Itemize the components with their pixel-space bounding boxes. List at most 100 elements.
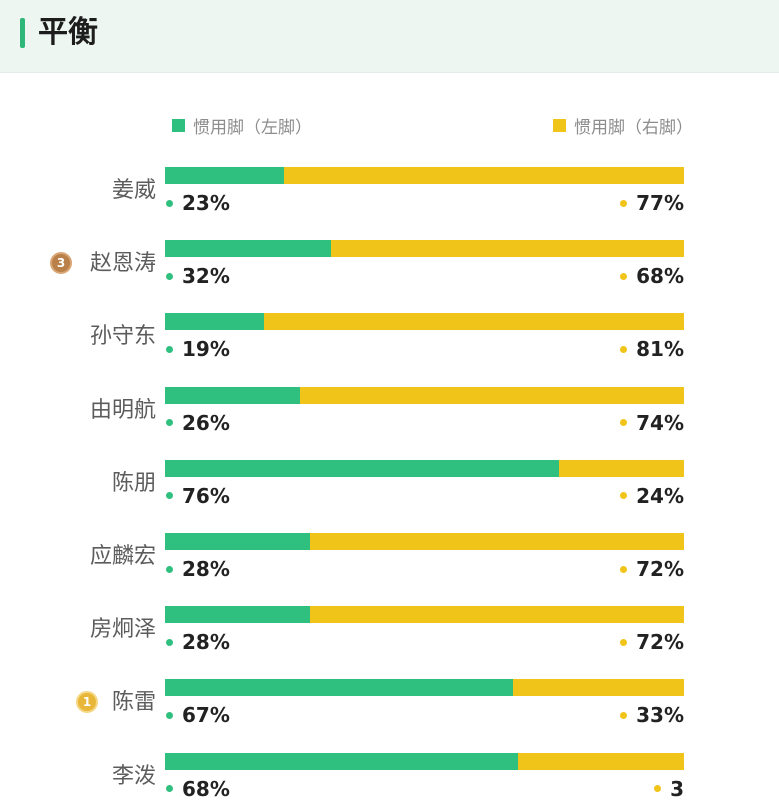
left-foot-percent-label: 32% [182,264,230,289]
chart-row: 陈雷 1 67% 33% [0,679,779,735]
player-name: 陈朋 [111,470,156,496]
chart-row: 李泼 68% 3 [0,752,779,809]
right-foot-dot [620,711,628,719]
bar-left-foot [165,459,560,477]
legend-item-right-foot: 惯用脚（右脚） [553,112,693,138]
bar-right-foot [165,313,684,331]
chart-row: 赵恩涛 3 32% 68% [0,240,779,296]
bar-right-foot [165,679,684,697]
left-foot-percent: 68% [166,775,230,803]
bar-left-foot [165,752,518,770]
right-foot-dot [620,638,628,646]
left-foot-percent: 28% [166,628,230,656]
right-foot-percent: 24% [620,482,684,510]
left-foot-dot [166,199,173,207]
left-foot-dot [166,272,173,280]
right-foot-percent: 72% [620,555,684,583]
left-foot-dot [166,492,173,500]
player-name: 孙守东 [89,324,156,350]
right-foot-percent: 74% [620,409,684,437]
bar-right-foot [165,240,684,258]
right-foot-percent-label: 72% [636,557,684,581]
chart-row: 姜威 23% 77% [0,167,779,223]
left-foot-percent-label: 19% [182,337,230,362]
bar-right-foot [165,167,684,184]
right-foot-dot [620,492,628,500]
bar-right-foot [165,533,684,550]
player-name: 赵恩涛 [89,251,156,277]
left-foot-percent: 26% [166,409,230,437]
legend-item-left-foot: 惯用脚（左脚） [172,112,312,138]
left-foot-percent: 76% [166,482,230,510]
legend-label-left-foot: 惯用脚（左脚） [193,117,312,138]
bar-right-foot [165,606,684,624]
player-name: 李泼 [111,763,156,789]
right-foot-dot [620,419,628,427]
chart-row: 由明航 26% 74% [0,386,779,443]
player-name: 姜威 [111,178,156,203]
right-foot-dot [620,565,628,573]
header-accent-bar [20,18,25,48]
right-foot-dot [620,345,628,353]
bar-left-foot [165,167,285,184]
legend-swatch-left-foot [172,118,185,132]
left-foot-dot [166,638,173,646]
player-name: 陈雷 [111,690,156,716]
left-foot-percent: 32% [166,262,230,290]
right-foot-percent: 81% [620,335,684,363]
bar-left-foot [165,313,264,331]
section-title: 平衡 [38,15,98,50]
left-foot-percent-label: 26% [182,410,230,435]
left-foot-dot [166,345,173,353]
right-foot-percent-label: 3 [670,776,684,801]
left-foot-percent: 67% [166,701,230,729]
right-foot-percent-label: 24% [636,483,684,508]
left-foot-percent-label: 67% [182,703,230,728]
right-foot-percent: 77% [620,189,684,217]
right-foot-percent-label: 72% [636,630,684,655]
bronze-medal-icon: 3 [50,252,72,275]
left-foot-dot [166,565,173,573]
player-name: 房炯泽 [89,617,156,643]
left-foot-percent: 23% [166,189,230,217]
left-foot-percent-label: 28% [182,630,230,655]
legend-label-right-foot: 惯用脚（右脚） [574,117,693,138]
right-foot-percent-label: 68% [636,264,684,289]
right-foot-percent-label: 33% [636,703,684,728]
right-foot-percent-label: 77% [636,191,684,215]
chart-row: 房炯泽 28% 72% [0,606,779,662]
chart-row: 陈朋 76% 24% [0,459,779,516]
bar-right-foot [165,752,684,770]
chart-row: 应麟宏 28% 72% [0,533,779,589]
left-foot-percent-label: 28% [182,557,230,581]
right-foot-dot [654,785,662,793]
bar-right-foot [165,459,684,477]
chart-row: 孙守东 19% 81% [0,313,779,369]
gold-medal-icon: 1 [76,691,98,714]
right-foot-percent: 72% [620,628,684,656]
bar-left-foot [165,679,513,697]
section-header: 平衡 [0,0,779,73]
right-foot-percent: 33% [620,701,684,729]
right-foot-percent-label: 74% [636,410,684,435]
bar-left-foot [165,606,311,624]
player-name: 应麟宏 [89,544,156,569]
legend-swatch-right-foot [553,118,566,132]
right-foot-percent-label: 81% [636,337,684,362]
bar-left-foot [165,386,300,404]
left-foot-percent: 28% [166,555,230,583]
left-foot-percent-label: 23% [182,191,230,215]
left-foot-dot [166,711,173,719]
bar-right-foot [165,386,684,404]
bar-left-foot [165,533,311,550]
right-foot-percent: 3 [654,775,684,803]
left-foot-dot [166,785,173,793]
right-foot-percent: 68% [620,262,684,290]
right-foot-dot [620,272,628,280]
left-foot-percent-label: 68% [182,776,230,801]
left-foot-dot [166,419,173,427]
player-name: 由明航 [89,397,156,423]
left-foot-percent: 19% [166,335,230,363]
left-foot-percent-label: 76% [182,483,230,508]
bar-left-foot [165,240,332,258]
